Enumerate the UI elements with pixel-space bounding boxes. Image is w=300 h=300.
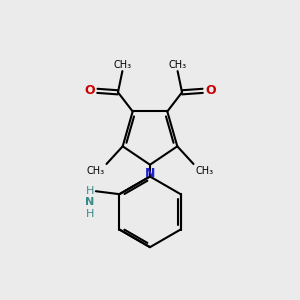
Text: CH₃: CH₃: [169, 60, 187, 70]
Text: N: N: [85, 197, 94, 207]
Text: O: O: [205, 84, 216, 97]
Text: H: H: [86, 208, 94, 219]
Text: CH₃: CH₃: [86, 166, 104, 176]
Text: O: O: [84, 84, 95, 97]
Text: N: N: [145, 167, 155, 180]
Text: H: H: [86, 186, 94, 196]
Text: CH₃: CH₃: [113, 60, 131, 70]
Text: CH₃: CH₃: [196, 166, 214, 176]
